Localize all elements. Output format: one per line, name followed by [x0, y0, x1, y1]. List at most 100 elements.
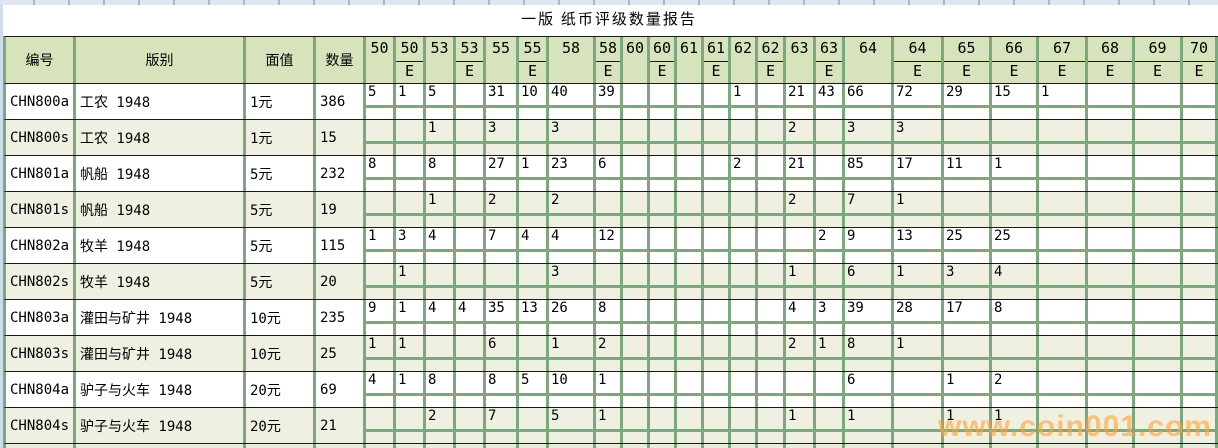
cell-qty: 20: [316, 264, 366, 299]
grade-cell-63: 2: [786, 336, 816, 371]
grade-cell-62: [731, 300, 758, 335]
header-name: 版别: [76, 37, 246, 83]
grade-cell-spacer: [704, 432, 728, 443]
grade-cell-value: 12: [596, 228, 620, 252]
grade-cell-spacer: [366, 396, 393, 407]
grade-cell-58: 5: [549, 408, 596, 443]
grade-cell-spacer: [519, 180, 546, 191]
grade-cell-value: 7: [486, 228, 516, 252]
grade-cell-spacer: [650, 180, 674, 191]
grade-cell-value: [704, 264, 728, 288]
grade-cell-value: [704, 192, 728, 216]
grade-cell-value: [758, 228, 783, 252]
partial-cell: [786, 444, 816, 448]
grade-cell-value: [1039, 408, 1085, 432]
grade-cell-value: [519, 192, 546, 216]
grade-cell-64: 85: [845, 156, 894, 191]
grade-cell-53: 1: [426, 192, 456, 227]
grade-cell-value: 1: [786, 264, 813, 288]
grade-cell-value: 1: [426, 192, 453, 216]
grade-cell-value: 1: [894, 264, 941, 288]
grade-cell-spacer: [486, 144, 516, 155]
grade-cell-value: [519, 120, 546, 144]
grade-cell-62: 1: [731, 84, 758, 119]
grade-cell-spacer: [456, 180, 483, 191]
grade-cell-64E: 1: [894, 336, 944, 371]
grade-cell-spacer: [650, 252, 674, 263]
grade-cell-65E: 1: [944, 408, 992, 443]
partial-cell: [76, 444, 246, 448]
cell-qty: 69: [316, 372, 366, 407]
grade-cell-spacer: [396, 180, 423, 191]
grade-cell-value: [623, 336, 647, 360]
grade-cell-50E: 3: [396, 228, 426, 263]
grade-cell-53E: [456, 264, 486, 299]
grade-cell-spacer: [650, 144, 674, 155]
grade-cell-53E: [456, 84, 486, 119]
grade-header-55E: 55 E: [519, 37, 549, 83]
grade-cell-value: [1135, 336, 1180, 360]
cell-code: CHN804s: [6, 408, 76, 443]
grade-cell-spacer: [549, 432, 593, 443]
grade-cell-50E: 1: [396, 336, 426, 371]
grade-cell-spacer: [456, 360, 483, 371]
grade-cell-55E: [519, 120, 549, 155]
grade-cell-63E: [816, 264, 845, 299]
grade-header-label: 58: [561, 39, 581, 57]
grade-cell-value: 25: [992, 228, 1036, 252]
grade-cell-65E: 17: [944, 300, 992, 335]
grade-cell-value: [596, 120, 620, 144]
grade-cell-61E: [704, 300, 731, 335]
grade-cell-value: 8: [486, 372, 516, 396]
grade-cell-spacer: [786, 288, 813, 299]
grade-cell-68E: [1088, 372, 1135, 407]
grade-cell-value: [677, 408, 701, 432]
cell-denom: 1元: [246, 120, 316, 155]
grade-cell-spacer: [426, 144, 453, 155]
grade-cell-spacer: [549, 396, 593, 407]
grade-cell-spacer: [677, 108, 701, 119]
grade-cell-61E: [704, 120, 731, 155]
grade-cell-spacer: [1183, 396, 1215, 407]
grade-cell-spacer: [396, 396, 423, 407]
grade-cell-spacer: [486, 360, 516, 371]
grade-cell-61: [677, 192, 704, 227]
grade-cell-61: [677, 372, 704, 407]
spreadsheet-left-edge: [0, 0, 3, 448]
grade-cell-spacer: [456, 288, 483, 299]
grade-cell-spacer: [366, 180, 393, 191]
grade-cell-spacer: [596, 360, 620, 371]
grade-cell-spacer: [456, 216, 483, 227]
grade-cell-53: 8: [426, 372, 456, 407]
partial-cell: [246, 444, 316, 448]
grade-cell-value: [1183, 120, 1215, 144]
grade-cell-spacer: [1039, 180, 1085, 191]
grade-cell-68E: [1088, 408, 1135, 443]
grade-cell-spacer: [519, 432, 546, 443]
partial-next-row: [3, 444, 1218, 448]
partial-cell: [316, 444, 366, 448]
grade-header-label: 68: [1088, 37, 1132, 62]
grade-cell-spacer: [1135, 216, 1180, 227]
grade-cell-value: 1: [944, 408, 989, 432]
cell-code: CHN800s: [6, 120, 76, 155]
partial-cell: [519, 444, 549, 448]
grade-cell-60E: [650, 84, 677, 119]
grade-cell-value: [396, 156, 423, 180]
grade-cell-value: [1039, 192, 1085, 216]
grade-cell-spacer: [650, 432, 674, 443]
grade-cell-62: [731, 228, 758, 263]
grade-cell-65E: 11: [944, 156, 992, 191]
grade-cell-spacer: [704, 108, 728, 119]
grade-cell-67E: 1: [1039, 84, 1088, 119]
grade-cell-68E: [1088, 84, 1135, 119]
grade-header-64: 64: [845, 37, 894, 83]
grade-cell-61: [677, 120, 704, 155]
grade-cell-value: [731, 264, 755, 288]
grade-cell-spacer: [894, 180, 941, 191]
cell-name: 灌田与矿井 1948: [76, 300, 246, 335]
grade-cell-spacer: [758, 360, 783, 371]
grade-cell-66E: 1: [992, 156, 1039, 191]
grade-cell-spacer: [519, 252, 546, 263]
grade-cell-value: 1: [396, 300, 423, 324]
